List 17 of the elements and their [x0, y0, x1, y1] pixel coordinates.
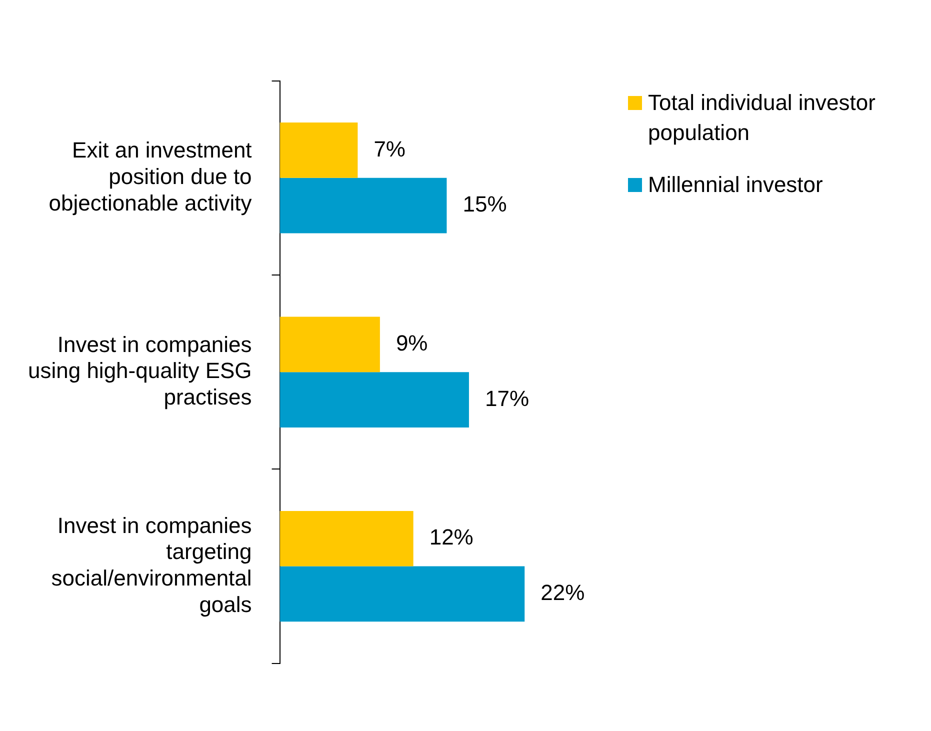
legend-label: Total individual investor population — [648, 89, 876, 147]
bar — [280, 566, 525, 622]
y-tick-label: Invest in companies using high-quality ESG practises — [28, 332, 252, 410]
bar — [280, 122, 358, 178]
data-label: 7% — [374, 136, 406, 162]
legend-label: Millennial investor — [648, 171, 823, 199]
bar — [280, 178, 447, 234]
bar — [280, 316, 380, 372]
y-tick-label: Exit an investment position due to objectionable activity — [48, 138, 252, 216]
bar — [280, 510, 414, 566]
data-label: 22% — [540, 580, 585, 606]
bar — [280, 372, 469, 428]
data-label: 15% — [462, 192, 507, 217]
data-label: 17% — [484, 386, 530, 411]
y-tick-label: Invest in companies targeting social/environmental goals — [51, 512, 252, 617]
data-label: 9% — [396, 330, 428, 356]
data-label: 12% — [429, 524, 474, 550]
